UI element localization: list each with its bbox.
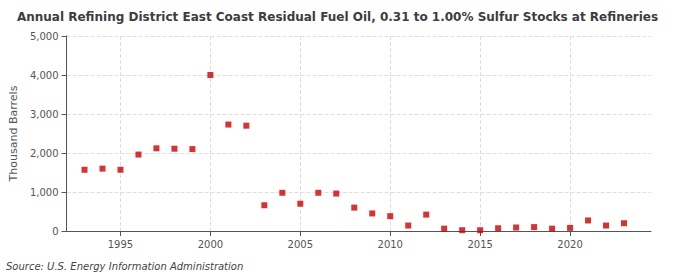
svg-text:Thousand Barrels: Thousand Barrels xyxy=(7,85,20,182)
svg-text:2020: 2020 xyxy=(557,239,582,250)
svg-text:1995: 1995 xyxy=(108,239,133,250)
svg-text:2015: 2015 xyxy=(467,239,492,250)
svg-text:1,000: 1,000 xyxy=(30,187,59,198)
svg-text:4,000: 4,000 xyxy=(30,70,59,81)
svg-text:5,000: 5,000 xyxy=(30,31,59,42)
svg-text:2000: 2000 xyxy=(198,239,223,250)
svg-text:2,000: 2,000 xyxy=(30,148,59,159)
svg-text:2010: 2010 xyxy=(378,239,403,250)
svg-text:2005: 2005 xyxy=(288,239,313,250)
svg-text:Annual Refining District East: Annual Refining District East Coast Resi… xyxy=(17,10,658,24)
svg-text:3,000: 3,000 xyxy=(30,109,59,120)
svg-text:Source: U.S. Energy Informatio: Source: U.S. Energy Information Administ… xyxy=(6,261,243,272)
svg-text:0: 0 xyxy=(52,226,58,237)
